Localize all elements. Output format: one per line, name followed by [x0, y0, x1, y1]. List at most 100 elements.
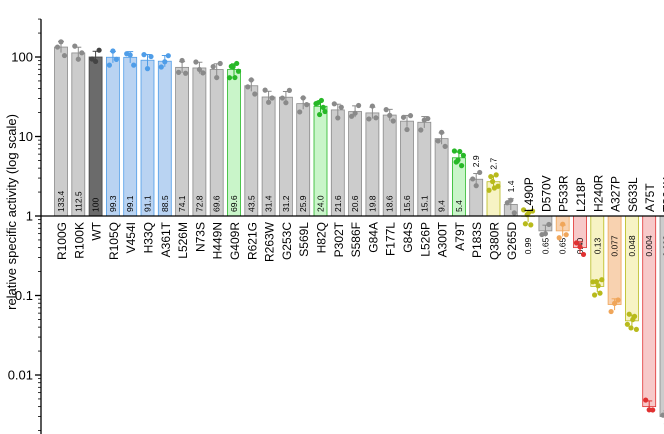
replicate-point	[148, 53, 154, 60]
bar-WT	[88, 56, 103, 217]
replicate-point	[486, 187, 492, 193]
replicate-point	[248, 77, 254, 83]
category-label: F177L	[384, 222, 398, 256]
value-label: 0.077	[610, 235, 620, 257]
category-label: A79T	[453, 221, 467, 250]
replicate-point	[214, 74, 220, 81]
replicate-point	[96, 47, 102, 53]
replicate-point	[407, 113, 414, 119]
replicate-point	[563, 232, 569, 238]
replicate-point	[262, 87, 268, 93]
replicate-point	[615, 297, 621, 303]
replicate-point	[650, 407, 656, 413]
replicate-point	[633, 326, 640, 333]
category-label: G84S	[401, 222, 415, 253]
category-label: R105Q	[107, 222, 121, 260]
replicate-point	[592, 292, 598, 298]
bar-A361T	[157, 60, 172, 217]
replicate-point	[162, 59, 168, 65]
category-label: H82Q	[315, 222, 329, 253]
category-label: A75T	[643, 183, 657, 212]
replicate-point	[366, 116, 372, 122]
replicate-point	[230, 64, 236, 70]
bar-N73S	[192, 67, 207, 217]
replicate-point	[141, 52, 147, 58]
replicate-point	[61, 52, 68, 59]
replicate-point	[418, 127, 424, 133]
replicate-point	[593, 279, 600, 285]
value-label: 0.65	[558, 237, 568, 254]
category-label: S633L	[626, 177, 640, 212]
value-label: 5.4	[454, 200, 464, 212]
y-tick-label: 0.01	[8, 368, 33, 383]
category-label: H449N	[211, 222, 225, 259]
category-label: G265D	[505, 222, 519, 260]
replicate-point	[317, 111, 323, 118]
category-label: V454I	[124, 222, 138, 253]
category-label: N73S	[193, 222, 207, 252]
replicate-point	[425, 115, 431, 122]
replicate-point	[176, 69, 182, 75]
replicate-point	[279, 95, 285, 101]
value-label: 69.6	[212, 195, 222, 212]
category-label: G84A	[366, 222, 380, 253]
replicate-point	[459, 163, 465, 169]
value-label: 24.0	[316, 195, 326, 212]
value-label: 100	[91, 198, 101, 212]
replicate-point	[232, 74, 238, 81]
replicate-point	[300, 95, 306, 101]
value-label: 74.1	[177, 195, 187, 212]
value-label: 25.9	[298, 195, 308, 212]
replicate-point	[451, 148, 457, 154]
replicate-point	[595, 283, 601, 289]
value-label: 0.99	[523, 237, 533, 254]
replicate-point	[643, 397, 649, 403]
replicate-point	[106, 62, 112, 68]
replicate-point	[404, 126, 410, 133]
replicate-point	[304, 102, 310, 108]
replicate-point	[335, 115, 341, 121]
category-label: P533R	[557, 175, 571, 212]
value-label: 20.6	[350, 195, 360, 212]
replicate-point	[470, 176, 476, 182]
replicate-point	[608, 308, 614, 315]
replicate-point	[235, 68, 242, 74]
bar-R100G	[54, 46, 68, 217]
replicate-point	[356, 102, 362, 109]
category-label: H240R	[591, 174, 605, 212]
replicate-point	[660, 412, 664, 418]
replicate-point	[495, 183, 501, 189]
value-label: 1.4	[506, 180, 516, 192]
replicate-point	[477, 169, 483, 176]
replicate-point	[599, 277, 605, 283]
category-label: R621G	[245, 222, 259, 260]
bar-R105Q	[106, 56, 120, 217]
replicate-point	[612, 300, 618, 306]
replicate-point	[473, 183, 479, 189]
replicate-point	[245, 84, 251, 90]
category-label: G253C	[280, 222, 294, 260]
value-label: 91.1	[143, 195, 153, 212]
y-axis: 0.01 0.1 1 10 100	[8, 18, 42, 434]
replicate-point	[387, 112, 393, 118]
category-label: R263W	[263, 221, 277, 262]
replicate-point	[58, 39, 64, 45]
replicate-point	[349, 113, 355, 119]
replicate-point	[179, 57, 185, 64]
value-label: 133.4	[56, 190, 66, 212]
replicate-point	[390, 118, 396, 124]
category-label: S569L	[297, 222, 311, 257]
replicate-point	[234, 60, 240, 67]
replicate-point	[369, 103, 375, 109]
replicate-point	[54, 44, 61, 50]
value-label: 88.5	[160, 195, 170, 212]
value-label: 9.4	[437, 200, 447, 212]
category-label: L490P	[522, 177, 536, 212]
y-tick-label: 100	[11, 50, 33, 65]
bar-T364K	[659, 215, 664, 417]
bar-L526M	[175, 66, 190, 217]
replicate-point	[455, 157, 461, 163]
replicate-point	[439, 129, 445, 135]
replicate-points	[54, 39, 664, 425]
bar-V454I	[123, 56, 138, 217]
